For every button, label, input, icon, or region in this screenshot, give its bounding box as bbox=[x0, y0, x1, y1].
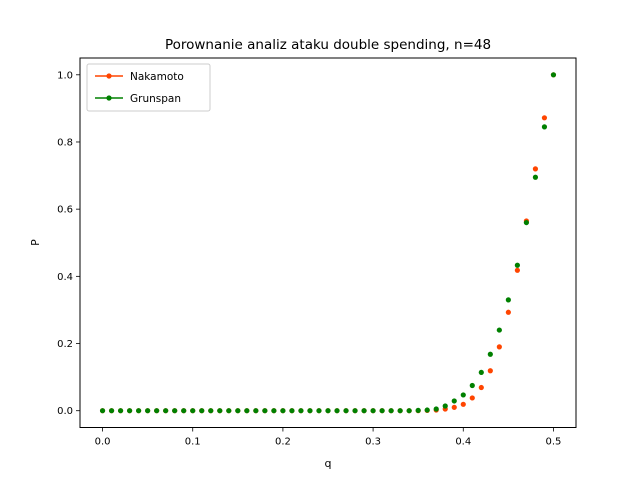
legend-marker-grunspan bbox=[106, 95, 112, 101]
data-point-grunspan bbox=[370, 408, 376, 414]
data-point-grunspan bbox=[172, 408, 178, 414]
data-point-grunspan bbox=[424, 407, 430, 413]
data-point-nakamoto bbox=[469, 395, 475, 401]
x-tick-label: 0.2 bbox=[275, 437, 291, 448]
data-point-grunspan bbox=[532, 174, 539, 180]
x-axis-label: q bbox=[325, 457, 332, 470]
data-point-grunspan bbox=[388, 408, 394, 414]
data-point-grunspan bbox=[523, 219, 530, 226]
chart-title: Porownanie analiz ataku double spending,… bbox=[165, 37, 491, 53]
data-point-grunspan bbox=[541, 124, 548, 130]
data-point-grunspan bbox=[262, 408, 268, 414]
legend-label-grunspan: Grunspan bbox=[130, 93, 181, 105]
data-point-grunspan bbox=[163, 408, 169, 414]
data-point-nakamoto bbox=[460, 401, 466, 407]
data-point-grunspan bbox=[271, 408, 277, 414]
data-point-grunspan bbox=[343, 408, 349, 414]
y-tick-label: 0.4 bbox=[57, 272, 73, 283]
data-point-grunspan bbox=[496, 327, 502, 333]
data-point-grunspan bbox=[487, 351, 493, 357]
x-tick-label: 0.1 bbox=[185, 437, 201, 448]
data-point-grunspan bbox=[514, 262, 520, 268]
x-tick-label: 0.0 bbox=[95, 437, 111, 448]
x-tick-label: 0.4 bbox=[455, 437, 471, 448]
data-point-grunspan bbox=[280, 408, 286, 414]
legend: Nakamoto Grunspan bbox=[86, 63, 211, 112]
data-point-grunspan bbox=[406, 408, 412, 414]
y-tick-label: 0.2 bbox=[57, 339, 73, 350]
y-tick-label: 0.8 bbox=[57, 137, 73, 148]
data-point-grunspan bbox=[379, 408, 385, 414]
series-layer bbox=[99, 72, 557, 414]
x-tick-label: 0.5 bbox=[546, 437, 562, 448]
data-point-grunspan bbox=[217, 408, 223, 414]
data-point-nakamoto bbox=[451, 404, 457, 410]
data-point-grunspan bbox=[190, 408, 196, 414]
x-axis-ticks: 0.0 0.1 0.2 0.3 0.4 0.5 bbox=[95, 427, 562, 448]
data-point-grunspan bbox=[244, 408, 250, 414]
legend-label-nakamoto: Nakamoto bbox=[130, 71, 184, 83]
y-tick-label: 1.0 bbox=[57, 70, 73, 81]
y-axis-label: P bbox=[29, 239, 42, 246]
data-point-nakamoto bbox=[532, 166, 539, 172]
plot-frame bbox=[79, 57, 577, 428]
data-point-grunspan bbox=[289, 408, 295, 414]
legend-marker-nakamoto bbox=[106, 73, 112, 79]
data-point-grunspan bbox=[415, 407, 421, 413]
data-point-grunspan bbox=[334, 408, 340, 414]
data-point-grunspan bbox=[505, 297, 511, 303]
data-point-grunspan bbox=[117, 408, 124, 414]
data-point-nakamoto bbox=[505, 309, 511, 315]
series-grunspan bbox=[99, 72, 557, 414]
data-point-grunspan bbox=[460, 392, 466, 398]
data-point-grunspan bbox=[154, 408, 160, 414]
data-point-grunspan bbox=[199, 408, 205, 414]
data-point-grunspan bbox=[145, 408, 151, 414]
y-axis-ticks: 0.0 0.2 0.4 0.6 0.8 1.0 bbox=[57, 70, 80, 417]
data-point-grunspan bbox=[469, 382, 475, 389]
data-point-grunspan bbox=[361, 408, 367, 414]
data-point-nakamoto bbox=[478, 384, 484, 391]
data-point-grunspan bbox=[550, 72, 557, 78]
data-point-grunspan bbox=[442, 403, 448, 409]
data-point-nakamoto bbox=[487, 368, 493, 374]
data-point-grunspan bbox=[108, 408, 115, 414]
data-point-nakamoto bbox=[514, 267, 520, 273]
data-point-grunspan bbox=[235, 408, 241, 414]
data-point-grunspan bbox=[451, 398, 457, 404]
data-point-grunspan bbox=[478, 369, 484, 376]
data-point-grunspan bbox=[208, 408, 214, 414]
data-point-grunspan bbox=[181, 408, 187, 414]
data-point-grunspan bbox=[433, 406, 439, 412]
data-point-grunspan bbox=[352, 408, 358, 414]
data-point-grunspan bbox=[298, 408, 304, 414]
data-point-grunspan bbox=[127, 408, 133, 414]
data-point-grunspan bbox=[325, 408, 331, 414]
data-point-grunspan bbox=[253, 408, 259, 414]
data-point-nakamoto bbox=[541, 115, 548, 121]
data-point-grunspan bbox=[136, 408, 142, 414]
data-point-grunspan bbox=[99, 408, 106, 414]
data-point-grunspan bbox=[307, 408, 313, 414]
data-point-grunspan bbox=[397, 408, 403, 414]
x-tick-label: 0.3 bbox=[365, 437, 381, 448]
y-tick-label: 0.0 bbox=[57, 406, 73, 417]
data-point-nakamoto bbox=[496, 344, 502, 350]
data-point-grunspan bbox=[226, 408, 232, 414]
y-tick-label: 0.6 bbox=[57, 205, 73, 216]
data-point-grunspan bbox=[316, 408, 322, 414]
